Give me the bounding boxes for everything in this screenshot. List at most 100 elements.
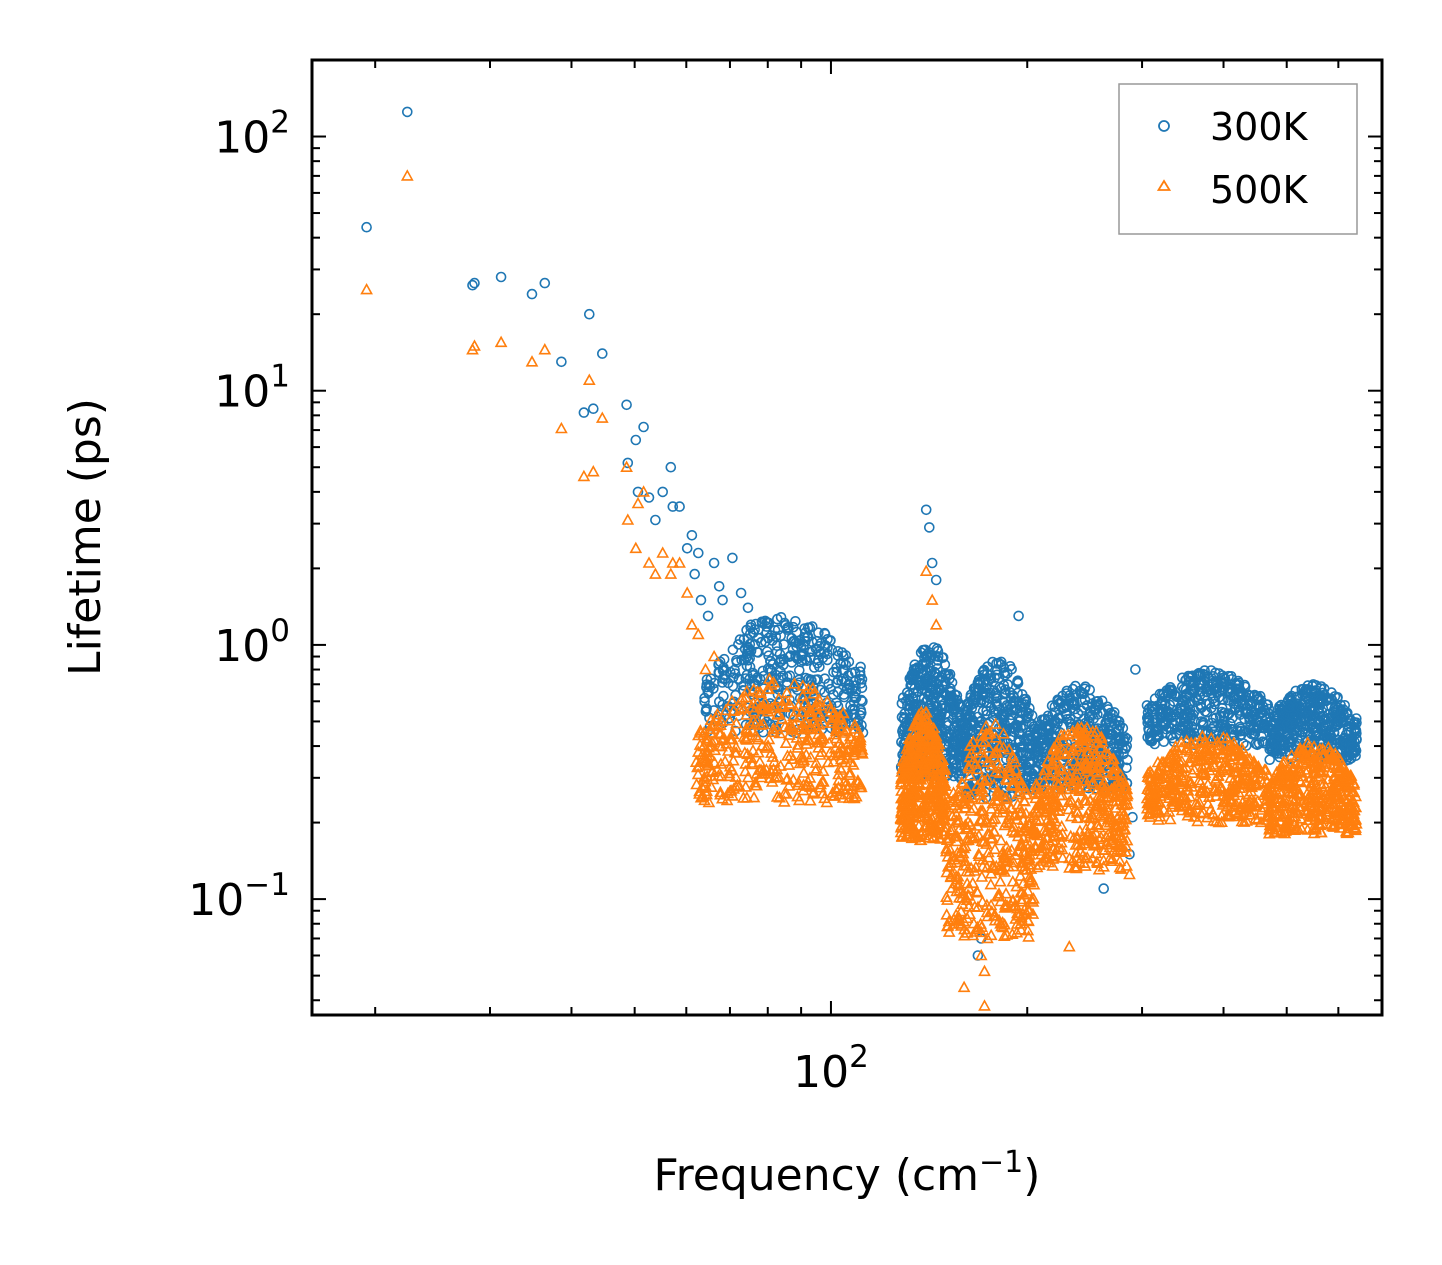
data-point (1325, 729, 1336, 740)
data-point (1210, 677, 1222, 688)
data-point (1245, 724, 1257, 736)
data-point (758, 695, 772, 707)
data-point (715, 733, 729, 746)
data-point (1024, 826, 1038, 839)
data-point (702, 686, 714, 698)
data-point (940, 919, 954, 932)
data-point (689, 568, 701, 580)
data-point (907, 727, 921, 740)
data-point (980, 837, 993, 849)
data-point (832, 710, 846, 722)
data-point (977, 792, 990, 804)
data-point (977, 835, 991, 847)
data-point (772, 692, 786, 704)
data-point (699, 692, 710, 704)
data-point (1037, 747, 1049, 759)
data-point (851, 775, 865, 788)
data-point (727, 680, 739, 692)
data-point (960, 864, 974, 877)
data-point (1143, 703, 1155, 715)
data-point (760, 763, 773, 775)
data-point (753, 755, 767, 767)
data-point (972, 678, 984, 690)
data-point (1334, 706, 1346, 718)
data-point (820, 694, 834, 707)
data-point (1274, 703, 1285, 715)
data-point (971, 920, 984, 933)
data-points (360, 106, 1363, 1011)
data-point (946, 677, 958, 688)
data-point (1030, 747, 1041, 759)
data-point (901, 687, 913, 698)
data-point (842, 670, 854, 681)
data-point (914, 828, 928, 840)
data-point (1189, 705, 1201, 717)
data-point (742, 602, 754, 614)
data-point (854, 666, 866, 678)
data-point (718, 754, 732, 767)
data-point (1183, 672, 1194, 683)
series-300K (361, 106, 1362, 961)
data-point (1157, 718, 1169, 730)
data-point (840, 724, 854, 736)
data-point (756, 616, 768, 628)
data-point (972, 829, 986, 841)
data-point (1015, 805, 1028, 818)
data-point (843, 766, 857, 778)
data-point (788, 677, 801, 689)
data-point (971, 900, 985, 912)
data-point (819, 686, 830, 698)
data-point (800, 636, 811, 647)
data-point (849, 790, 863, 802)
data-point (994, 833, 1008, 846)
data-point (929, 769, 942, 781)
data-point (1013, 779, 1027, 792)
data-point (839, 755, 852, 768)
data-point (1004, 899, 1018, 911)
data-point (775, 699, 788, 711)
data-point (804, 646, 815, 658)
data-point (694, 791, 708, 803)
data-point (708, 756, 721, 768)
data-point (1013, 610, 1024, 622)
data-point (1030, 764, 1042, 776)
data-point (621, 399, 632, 411)
data-point (740, 708, 754, 720)
data-point (1184, 704, 1196, 716)
data-point (959, 891, 973, 903)
data-point (962, 833, 975, 846)
data-point (768, 701, 782, 714)
data-point (694, 726, 708, 738)
data-point (836, 791, 850, 803)
data-point (719, 703, 733, 716)
data-point (955, 897, 969, 910)
data-point (939, 844, 953, 857)
data-point (657, 486, 669, 498)
data-point (1315, 695, 1326, 707)
data-point (742, 654, 754, 666)
data-point (940, 890, 953, 902)
data-point (1004, 687, 1016, 698)
data-point (978, 774, 992, 787)
data-point (1010, 917, 1024, 929)
data-point (796, 689, 809, 701)
data-point (1193, 667, 1205, 679)
data-point (1018, 783, 1032, 795)
data-point (901, 781, 915, 794)
data-point (930, 689, 942, 701)
data-point (1024, 858, 1038, 870)
data-point (1180, 713, 1192, 725)
data-point (897, 758, 911, 771)
data-point (995, 656, 1007, 668)
data-point (1011, 797, 1025, 810)
data-point (770, 722, 784, 735)
data-point (952, 917, 965, 929)
data-point (787, 621, 799, 633)
data-point (813, 707, 826, 719)
data-point (917, 801, 930, 814)
data-point (999, 887, 1013, 899)
data-point (1012, 677, 1024, 689)
data-point (945, 693, 956, 704)
data-point (1084, 711, 1096, 723)
data-point (1171, 728, 1182, 740)
